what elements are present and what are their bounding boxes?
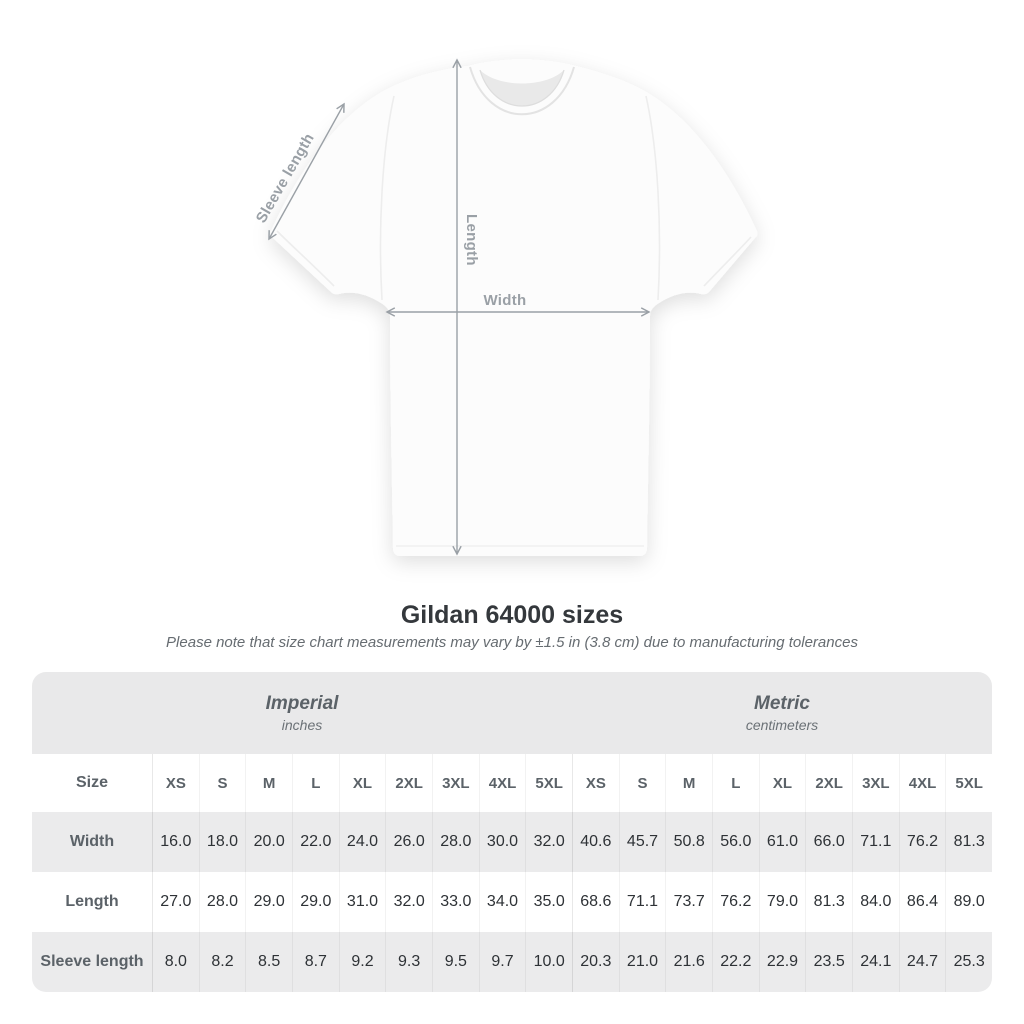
- size-cell: 73.7: [665, 872, 712, 932]
- size-cell: 18.0: [198, 812, 246, 872]
- size-cell: 24.1: [852, 932, 899, 992]
- size-cell: 16.0: [152, 812, 199, 872]
- size-cell: 22.9: [758, 932, 806, 992]
- size-header: S: [198, 754, 246, 812]
- size-cell: 8.5: [245, 932, 292, 992]
- size-cell: 25.3: [945, 932, 992, 992]
- size-header: XL: [338, 754, 386, 812]
- size-chart-table: Imperial inches Metric centimeters Size …: [32, 672, 992, 992]
- size-header: XS: [572, 754, 619, 812]
- size-cell: 24.0: [338, 812, 386, 872]
- size-cell: 29.0: [245, 872, 292, 932]
- size-header: 2XL: [805, 754, 852, 812]
- size-cell: 22.2: [712, 932, 759, 992]
- unit-group-band: Imperial inches Metric centimeters: [32, 672, 992, 754]
- size-cell: 68.6: [572, 872, 619, 932]
- size-header: XS: [152, 754, 199, 812]
- size-cell: 40.6: [572, 812, 619, 872]
- size-cell: 30.0: [478, 812, 526, 872]
- size-cell: 33.0: [432, 872, 479, 932]
- size-header: L: [292, 754, 339, 812]
- size-cell: 79.0: [758, 872, 806, 932]
- size-header: XL: [758, 754, 806, 812]
- size-cell: 10.0: [525, 932, 572, 992]
- tshirt-collar: [469, 66, 575, 116]
- tshirt-measurement-diagram: Width Length Sleeve length: [253, 58, 758, 556]
- size-cell: 32.0: [525, 812, 572, 872]
- size-cell: 8.2: [198, 932, 246, 992]
- size-cell: 35.0: [525, 872, 572, 932]
- table-header-row: Size XS S M L XL 2XL 3XL 4XL 5XL XS S M …: [32, 754, 992, 812]
- size-cell: 21.0: [618, 932, 666, 992]
- size-cell: 20.0: [245, 812, 292, 872]
- size-cell: 86.4: [898, 872, 946, 932]
- table-row-sleeve-length: Sleeve length 8.0 8.2 8.5 8.7 9.2 9.3 9.…: [32, 932, 992, 992]
- size-cell: 56.0: [712, 812, 759, 872]
- size-cell: 32.0: [385, 872, 432, 932]
- size-header: 3XL: [432, 754, 479, 812]
- size-cell: 89.0: [945, 872, 992, 932]
- size-cell: 66.0: [805, 812, 852, 872]
- metric-unit: centimeters: [745, 717, 819, 733]
- sleeve-length-arrow: [268, 102, 345, 241]
- size-cell: 31.0: [338, 872, 386, 932]
- size-cell: 84.0: [852, 872, 899, 932]
- size-cell: 8.0: [152, 932, 199, 992]
- imperial-label: Imperial: [265, 693, 339, 714]
- size-cell: 21.6: [665, 932, 712, 992]
- size-cell: 8.7: [292, 932, 339, 992]
- size-cell: 50.8: [665, 812, 712, 872]
- size-cell: 9.5: [432, 932, 479, 992]
- size-header: 3XL: [852, 754, 899, 812]
- size-header: M: [665, 754, 712, 812]
- size-header: 5XL: [525, 754, 572, 812]
- size-cell: 28.0: [432, 812, 479, 872]
- size-cell: 76.2: [712, 872, 759, 932]
- page-title: Gildan 64000 sizes: [400, 601, 624, 629]
- size-cell: 9.3: [385, 932, 432, 992]
- size-cell: 81.3: [945, 812, 992, 872]
- size-cell: 26.0: [385, 812, 432, 872]
- size-cell: 9.2: [338, 932, 386, 992]
- size-cell: 71.1: [618, 872, 666, 932]
- size-cell: 61.0: [758, 812, 806, 872]
- row-label: Sleeve length: [40, 953, 144, 970]
- size-header: L: [712, 754, 759, 812]
- length-label: Length: [463, 214, 480, 266]
- table-row-width: Width 16.0 18.0 20.0 22.0 24.0 26.0 28.0…: [32, 812, 992, 872]
- imperial-unit: inches: [281, 717, 323, 733]
- metric-label: Metric: [754, 693, 810, 714]
- size-header: 2XL: [385, 754, 432, 812]
- unit-group-imperial: Imperial inches: [32, 672, 572, 754]
- size-header: 5XL: [945, 754, 992, 812]
- size-cell: 28.0: [198, 872, 246, 932]
- size-header: M: [245, 754, 292, 812]
- row-label: Width: [69, 833, 115, 850]
- unit-group-metric: Metric centimeters: [572, 672, 992, 754]
- size-header: 4XL: [898, 754, 946, 812]
- size-cell: 9.7: [478, 932, 526, 992]
- size-cell: 27.0: [152, 872, 199, 932]
- size-cell: 76.2: [898, 812, 946, 872]
- size-cell: 24.7: [898, 932, 946, 992]
- size-cell: 22.0: [292, 812, 339, 872]
- size-cell: 81.3: [805, 872, 852, 932]
- size-cell: 45.7: [618, 812, 666, 872]
- row-label: Length: [65, 893, 119, 910]
- size-cell: 23.5: [805, 932, 852, 992]
- size-cell: 71.1: [852, 812, 899, 872]
- size-header: 4XL: [478, 754, 526, 812]
- size-cell: 20.3: [572, 932, 619, 992]
- size-header: S: [618, 754, 666, 812]
- table-row-length: Length 27.0 28.0 29.0 29.0 31.0 32.0 33.…: [32, 872, 992, 932]
- tolerance-note: Please note that size chart measurements…: [166, 634, 858, 651]
- width-label: Width: [483, 292, 526, 309]
- size-cell: 34.0: [478, 872, 526, 932]
- size-cell: 29.0: [292, 872, 339, 932]
- size-column-header: Size: [75, 774, 108, 791]
